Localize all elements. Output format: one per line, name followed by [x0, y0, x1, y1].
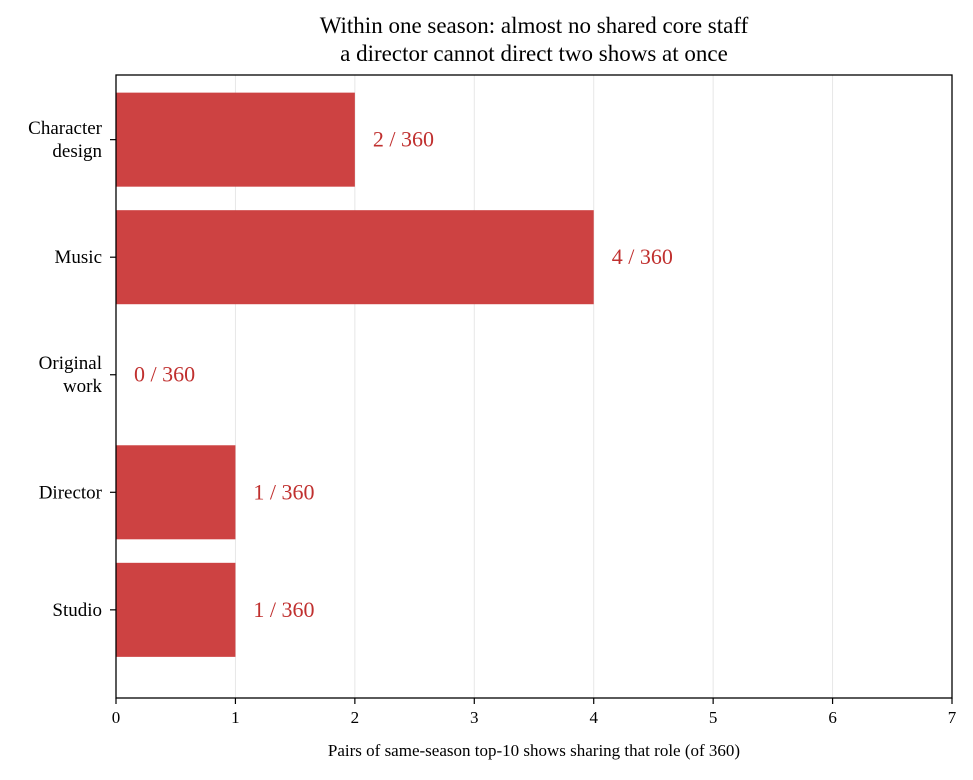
- bar: [116, 562, 236, 657]
- bar-value-label: 4 / 360: [612, 244, 673, 269]
- data-labels: 2 / 360 4 / 360 0 / 360 1 / 360 1 / 360: [134, 127, 673, 622]
- chart-title: Within one season: almost no shared core…: [320, 13, 749, 66]
- y-tick-label: Studio: [52, 600, 102, 621]
- x-tick-label: 2: [351, 708, 360, 727]
- y-tick-label: Director: [39, 482, 103, 503]
- x-tick-label: 6: [828, 708, 837, 727]
- chart-title-text: Within one season: almost no shared core…: [320, 13, 749, 66]
- x-tick-label: 4: [589, 708, 598, 727]
- plot-frame: [115, 74, 953, 699]
- bar: [116, 210, 594, 305]
- bars: [116, 92, 594, 657]
- x-tick-labels: 0 1 2 3 4 5 6 7: [112, 708, 957, 727]
- x-tick-label: 3: [470, 708, 479, 727]
- x-tick-label: 7: [948, 708, 957, 727]
- bar-value-label: 0 / 360: [134, 362, 195, 387]
- y-tick-labels: Character design Music Original work Director…: [28, 118, 103, 621]
- y-tick-label: Character design: [28, 118, 103, 162]
- x-axis-label: Pairs of same-season top-10 shows sharin…: [328, 741, 740, 760]
- axes: [110, 74, 953, 704]
- bar: [116, 445, 236, 540]
- y-tick-label: Original work: [39, 353, 103, 397]
- x-tick-label: 0: [112, 708, 121, 727]
- x-tick-label: 1: [231, 708, 240, 727]
- bar-value-label: 1 / 360: [253, 479, 314, 504]
- bar: [116, 92, 355, 187]
- x-tick-label: 5: [709, 708, 718, 727]
- bar-value-label: 1 / 360: [253, 597, 314, 622]
- bar-value-label: 2 / 360: [373, 127, 434, 152]
- y-tick-label: Music: [55, 247, 103, 268]
